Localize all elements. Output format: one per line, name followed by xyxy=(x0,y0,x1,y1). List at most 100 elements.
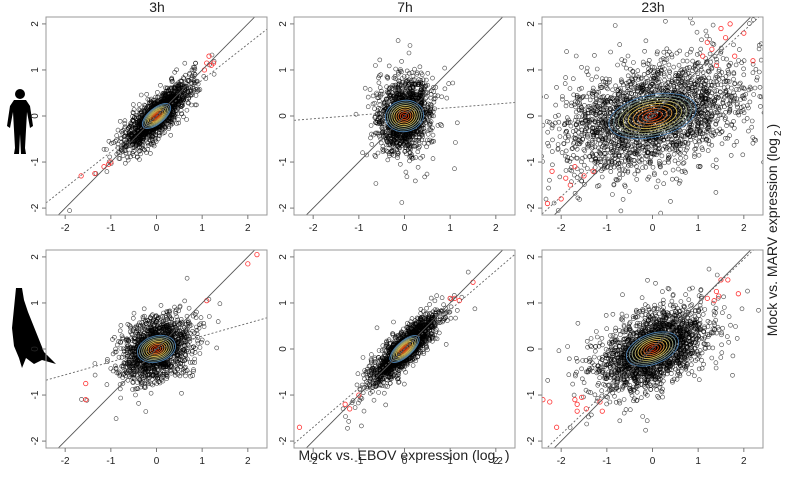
y-tick-label: 2 xyxy=(278,21,289,27)
data-point xyxy=(738,81,742,85)
data-point xyxy=(565,50,569,54)
y-tick-label: -2 xyxy=(30,203,41,212)
data-point xyxy=(436,94,440,98)
data-point xyxy=(374,155,378,159)
data-point xyxy=(737,82,741,86)
data-point xyxy=(706,149,710,153)
data-point xyxy=(530,146,534,150)
data-point xyxy=(139,93,143,97)
data-point xyxy=(378,58,382,62)
data-point xyxy=(558,175,562,179)
data-point xyxy=(684,155,688,159)
data-point xyxy=(764,77,768,81)
data-point xyxy=(366,95,370,99)
data-point xyxy=(722,86,726,90)
data-point xyxy=(431,133,435,137)
data-point xyxy=(758,85,762,89)
plot-area xyxy=(294,5,515,228)
y-tick-label: 2 xyxy=(30,21,41,27)
data-point xyxy=(611,88,615,92)
data-point xyxy=(105,170,109,174)
x-tick-label: 2 xyxy=(245,223,251,234)
data-point xyxy=(585,167,589,171)
data-point xyxy=(663,171,667,175)
data-point xyxy=(600,175,604,179)
data-point xyxy=(547,178,551,182)
data-point xyxy=(405,175,409,179)
data-point xyxy=(423,175,427,179)
column-title-3h: 3h xyxy=(149,0,165,15)
data-point xyxy=(734,63,738,67)
data-point xyxy=(714,190,718,194)
data-point xyxy=(737,59,741,63)
data-point xyxy=(118,119,122,123)
data-point xyxy=(623,163,627,167)
data-point xyxy=(387,64,391,68)
data-point xyxy=(369,136,373,140)
y-tick-label: 0 xyxy=(30,113,41,119)
data-point xyxy=(408,159,412,163)
data-point xyxy=(104,148,108,152)
data-point xyxy=(754,67,758,71)
data-point xyxy=(185,118,189,122)
data-point xyxy=(433,96,437,100)
data-point xyxy=(655,185,659,189)
data-point xyxy=(453,167,457,171)
data-point xyxy=(693,140,697,144)
data-point xyxy=(115,134,119,138)
data-point xyxy=(431,76,435,80)
data-point xyxy=(670,177,674,181)
data-point xyxy=(68,209,72,213)
x-tick-label: -1 xyxy=(354,223,363,234)
data-point xyxy=(453,141,457,145)
data-point xyxy=(752,93,756,97)
data-point xyxy=(404,170,408,174)
data-point xyxy=(418,65,422,69)
y-tick-label: 1 xyxy=(278,67,289,73)
data-point xyxy=(705,34,709,38)
data-point xyxy=(563,82,567,86)
y-tick-label: -2 xyxy=(278,203,289,212)
data-point xyxy=(618,43,622,47)
data-point xyxy=(413,179,417,183)
y-tick-label: 0 xyxy=(278,113,289,119)
data-point xyxy=(643,161,647,165)
data-point xyxy=(732,43,736,47)
data-point xyxy=(369,124,373,128)
highlighted-point xyxy=(102,164,106,168)
data-point xyxy=(614,84,618,88)
data-point xyxy=(671,168,675,172)
human-silhouette-icon xyxy=(7,89,33,154)
data-point xyxy=(775,118,779,122)
data-point xyxy=(400,70,404,74)
data-point xyxy=(580,65,584,69)
data-point xyxy=(455,121,459,125)
data-point xyxy=(585,66,589,70)
data-point xyxy=(708,52,712,56)
data-point xyxy=(753,86,757,90)
data-point xyxy=(558,135,562,139)
data-point xyxy=(529,150,533,154)
x-tick-label: 1 xyxy=(199,223,205,234)
data-point xyxy=(618,168,622,172)
data-point xyxy=(748,100,752,104)
data-point xyxy=(507,181,511,185)
data-point xyxy=(155,90,159,94)
data-point xyxy=(560,151,564,155)
data-point xyxy=(194,61,198,65)
data-point xyxy=(366,105,370,109)
plot-area xyxy=(450,0,787,251)
data-point xyxy=(621,197,625,201)
data-point xyxy=(550,163,554,167)
data-point xyxy=(571,77,575,81)
data-point xyxy=(758,94,762,98)
data-point xyxy=(431,157,435,161)
data-point xyxy=(707,76,711,80)
data-point xyxy=(764,100,768,104)
data-point xyxy=(720,142,724,146)
data-point xyxy=(564,149,568,153)
data-point xyxy=(443,66,447,70)
data-point xyxy=(557,127,561,131)
data-point xyxy=(574,54,578,58)
data-point xyxy=(700,38,704,42)
